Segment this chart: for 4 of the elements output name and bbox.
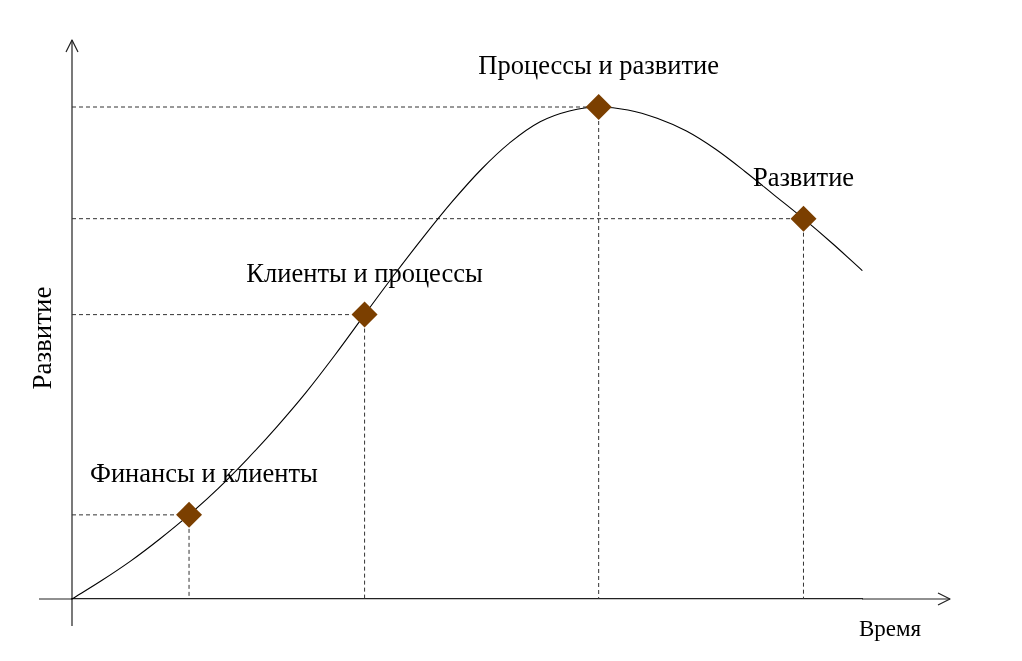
series-label: Процессы и развитие	[478, 50, 720, 80]
x-axis-title: Время	[858, 616, 922, 641]
y-axis-title: Развитие	[27, 286, 57, 390]
series-label: Развитие	[752, 161, 855, 192]
